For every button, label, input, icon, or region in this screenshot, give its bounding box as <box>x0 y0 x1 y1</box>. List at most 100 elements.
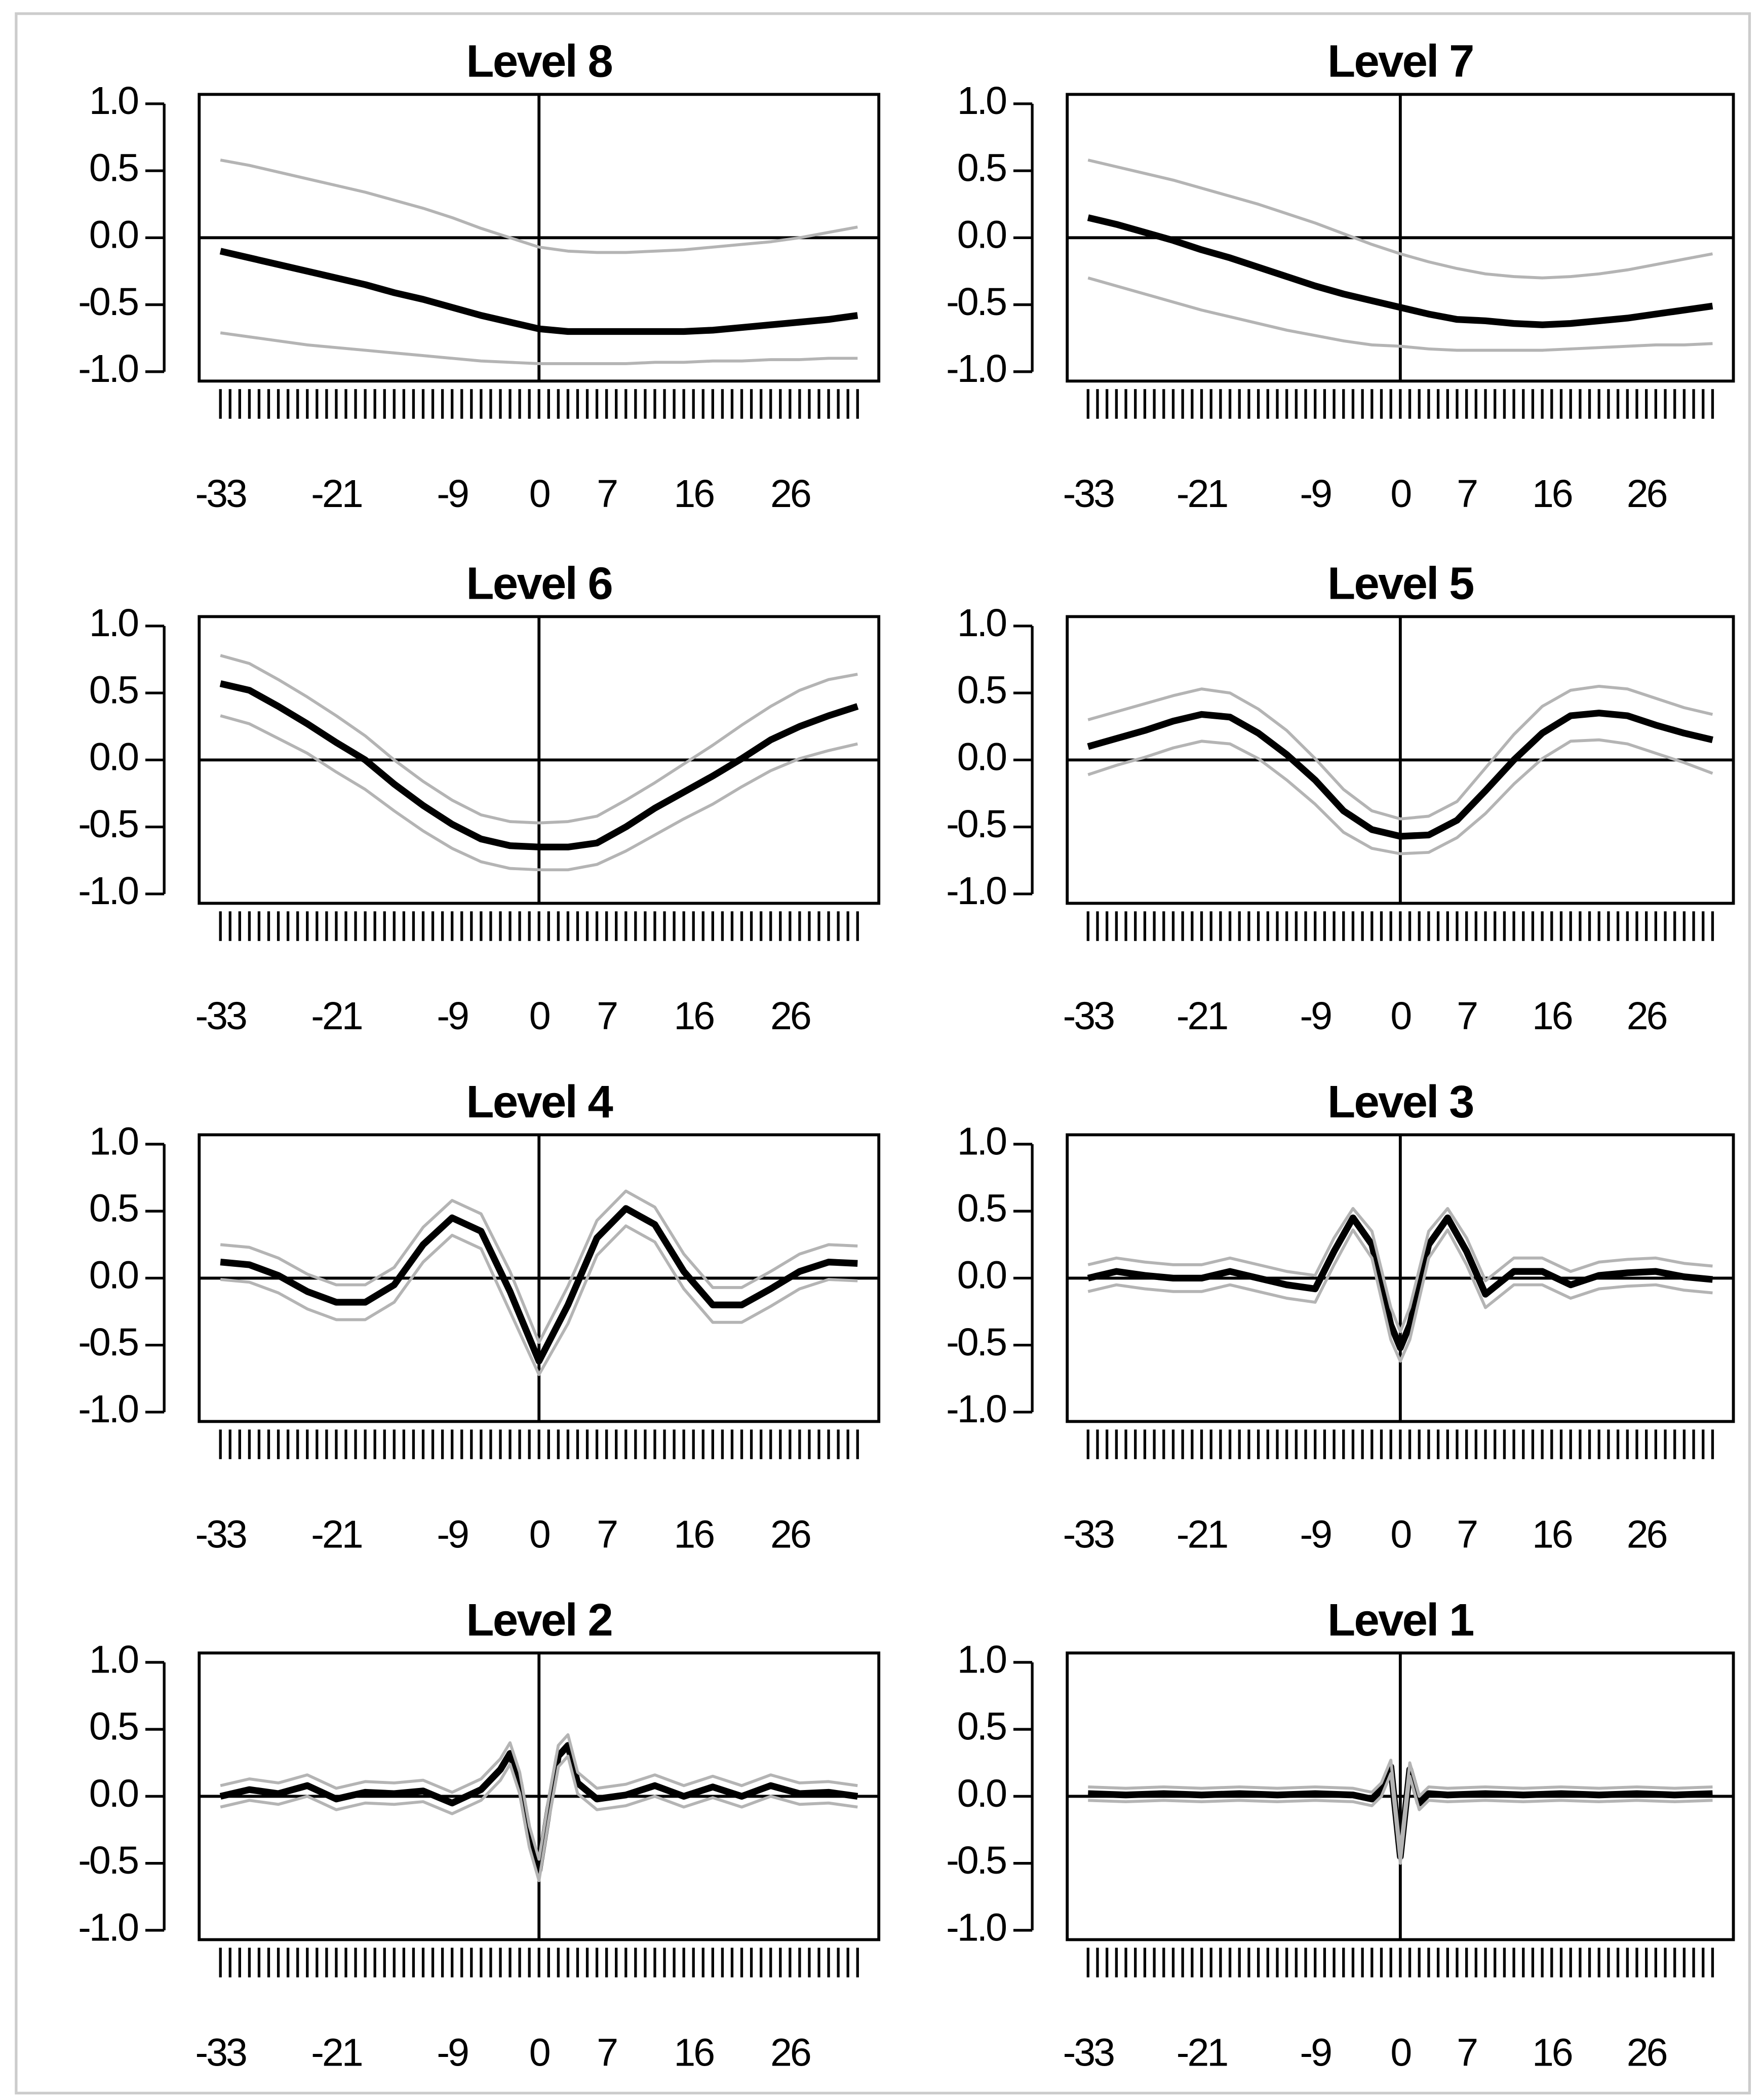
x-tick-label: 0 <box>1390 2031 1411 2074</box>
x-tick-label: 7 <box>1457 472 1476 516</box>
x-tick-label: -9 <box>1300 472 1331 516</box>
confidence-line <box>220 1189 858 1344</box>
estimate-line <box>1087 710 1713 840</box>
x-tick-label: -21 <box>311 994 362 1038</box>
y-tick-label: 0.5 <box>89 146 138 189</box>
x-tick-label: -21 <box>311 2031 362 2074</box>
y-tick-label: -0.5 <box>946 280 1006 324</box>
x-tick-label: -9 <box>1300 994 1331 1038</box>
x-tick-label: 16 <box>674 2031 714 2074</box>
x-tick-label: -21 <box>1177 2031 1228 2074</box>
x-tick-label: 16 <box>1532 1512 1572 1556</box>
estimate-line <box>1087 1214 1713 1351</box>
y-tick-label: -1.0 <box>78 869 138 913</box>
x-tick-label: -21 <box>1177 1512 1228 1556</box>
panel-title: Level 4 <box>466 1076 613 1127</box>
y-tick-label: -0.5 <box>78 802 138 846</box>
confidence-line <box>220 1755 858 1883</box>
y-tick-label: -0.5 <box>946 802 1006 846</box>
x-tick-label: 16 <box>674 994 714 1038</box>
panel-title: Level 6 <box>466 558 612 609</box>
x-tick-label: -9 <box>437 2031 468 2074</box>
y-tick-label: -0.5 <box>78 280 138 324</box>
y-tick-label: -1.0 <box>946 869 1006 913</box>
x-tick-label: 7 <box>1457 994 1476 1038</box>
confidence-line <box>220 1733 858 1861</box>
x-tick-label: 7 <box>597 994 616 1038</box>
y-tick-label: 1.0 <box>89 1119 138 1163</box>
x-tick-label: -33 <box>1063 472 1114 516</box>
confidence-line <box>1087 1207 1713 1334</box>
estimate-line <box>1087 214 1713 328</box>
x-tick-label: 0 <box>529 472 550 516</box>
y-tick-label: 0.5 <box>957 146 1006 189</box>
x-tick-label: -21 <box>311 472 362 516</box>
y-tick-label: 0.5 <box>89 1187 138 1230</box>
panel-title: Level 1 <box>1327 1595 1473 1646</box>
confidence-line <box>1087 159 1713 280</box>
x-tick-label: 0 <box>529 2031 550 2074</box>
y-tick-label: 1.0 <box>957 1638 1006 1681</box>
estimate-line <box>220 1205 858 1365</box>
x-tick-label: 16 <box>674 472 714 516</box>
x-tick-label: -21 <box>1177 994 1228 1038</box>
confidence-line <box>1088 1772 1713 1865</box>
y-tick-label: -1.0 <box>946 1387 1006 1431</box>
confidence-line <box>220 714 858 872</box>
y-tick-label: 0.0 <box>957 1772 1006 1815</box>
y-tick-label: -0.5 <box>946 1839 1006 1882</box>
x-tick-label: 0 <box>529 994 550 1038</box>
x-tick-label: 26 <box>1627 1512 1667 1556</box>
confidence-line <box>1087 684 1713 821</box>
x-tick-label: -33 <box>195 1512 247 1556</box>
y-tick-label: -1.0 <box>78 1387 138 1431</box>
x-tick-label: 7 <box>1457 2031 1476 2074</box>
x-tick-label: -33 <box>1063 1512 1114 1556</box>
confidence-line <box>220 331 858 365</box>
y-tick-label: 1.0 <box>89 79 138 123</box>
panel-title: Level 8 <box>466 36 612 87</box>
confidence-line <box>220 1224 858 1376</box>
x-tick-label: 26 <box>770 2031 810 2074</box>
y-tick-label: 0.0 <box>89 213 138 257</box>
x-tick-label: 7 <box>597 1512 616 1556</box>
y-tick-label: 1.0 <box>957 1119 1006 1163</box>
frame <box>15 12 1751 2095</box>
confidence-line <box>1087 738 1713 855</box>
x-tick-label: -9 <box>437 994 468 1038</box>
y-tick-label: 1.0 <box>957 601 1006 645</box>
panel-title: Level 5 <box>1327 558 1473 609</box>
x-tick-label: 7 <box>597 2031 616 2074</box>
y-tick-label: 0.5 <box>89 668 138 712</box>
y-tick-label: 0.5 <box>957 1705 1006 1748</box>
confidence-line <box>1087 1228 1713 1363</box>
panel-title: Level 2 <box>466 1595 612 1646</box>
x-tick-label: 26 <box>770 472 810 516</box>
x-tick-label: 16 <box>1532 2031 1572 2074</box>
y-tick-label: -0.5 <box>78 1839 138 1882</box>
x-tick-label: -21 <box>311 1512 362 1556</box>
confidence-line <box>220 159 858 254</box>
y-tick-label: 0.0 <box>957 735 1006 779</box>
y-tick-label: 0.0 <box>957 213 1006 257</box>
y-tick-label: 0.5 <box>957 1187 1006 1230</box>
x-tick-label: 0 <box>529 1512 550 1556</box>
y-tick-label: -1.0 <box>78 1905 138 1949</box>
y-tick-label: 1.0 <box>957 79 1006 123</box>
x-tick-label: 7 <box>1457 1512 1476 1556</box>
x-tick-label: 0 <box>1390 994 1411 1038</box>
x-tick-label: -9 <box>437 472 468 516</box>
x-tick-label: 26 <box>770 1512 810 1556</box>
estimate-line <box>219 248 858 335</box>
x-tick-label: -9 <box>1300 2031 1331 2074</box>
x-tick-label: 16 <box>674 1512 714 1556</box>
x-tick-label: 16 <box>1532 994 1572 1038</box>
x-tick-label: 26 <box>1627 472 1667 516</box>
y-tick-label: -1.0 <box>946 1905 1006 1949</box>
y-tick-label: 0.0 <box>89 1254 138 1297</box>
y-tick-label: 0.5 <box>89 1705 138 1748</box>
x-tick-label: -9 <box>1300 1512 1331 1556</box>
confidence-line <box>1087 276 1713 352</box>
x-tick-label: -33 <box>195 2031 247 2074</box>
x-tick-label: -9 <box>437 1512 468 1556</box>
